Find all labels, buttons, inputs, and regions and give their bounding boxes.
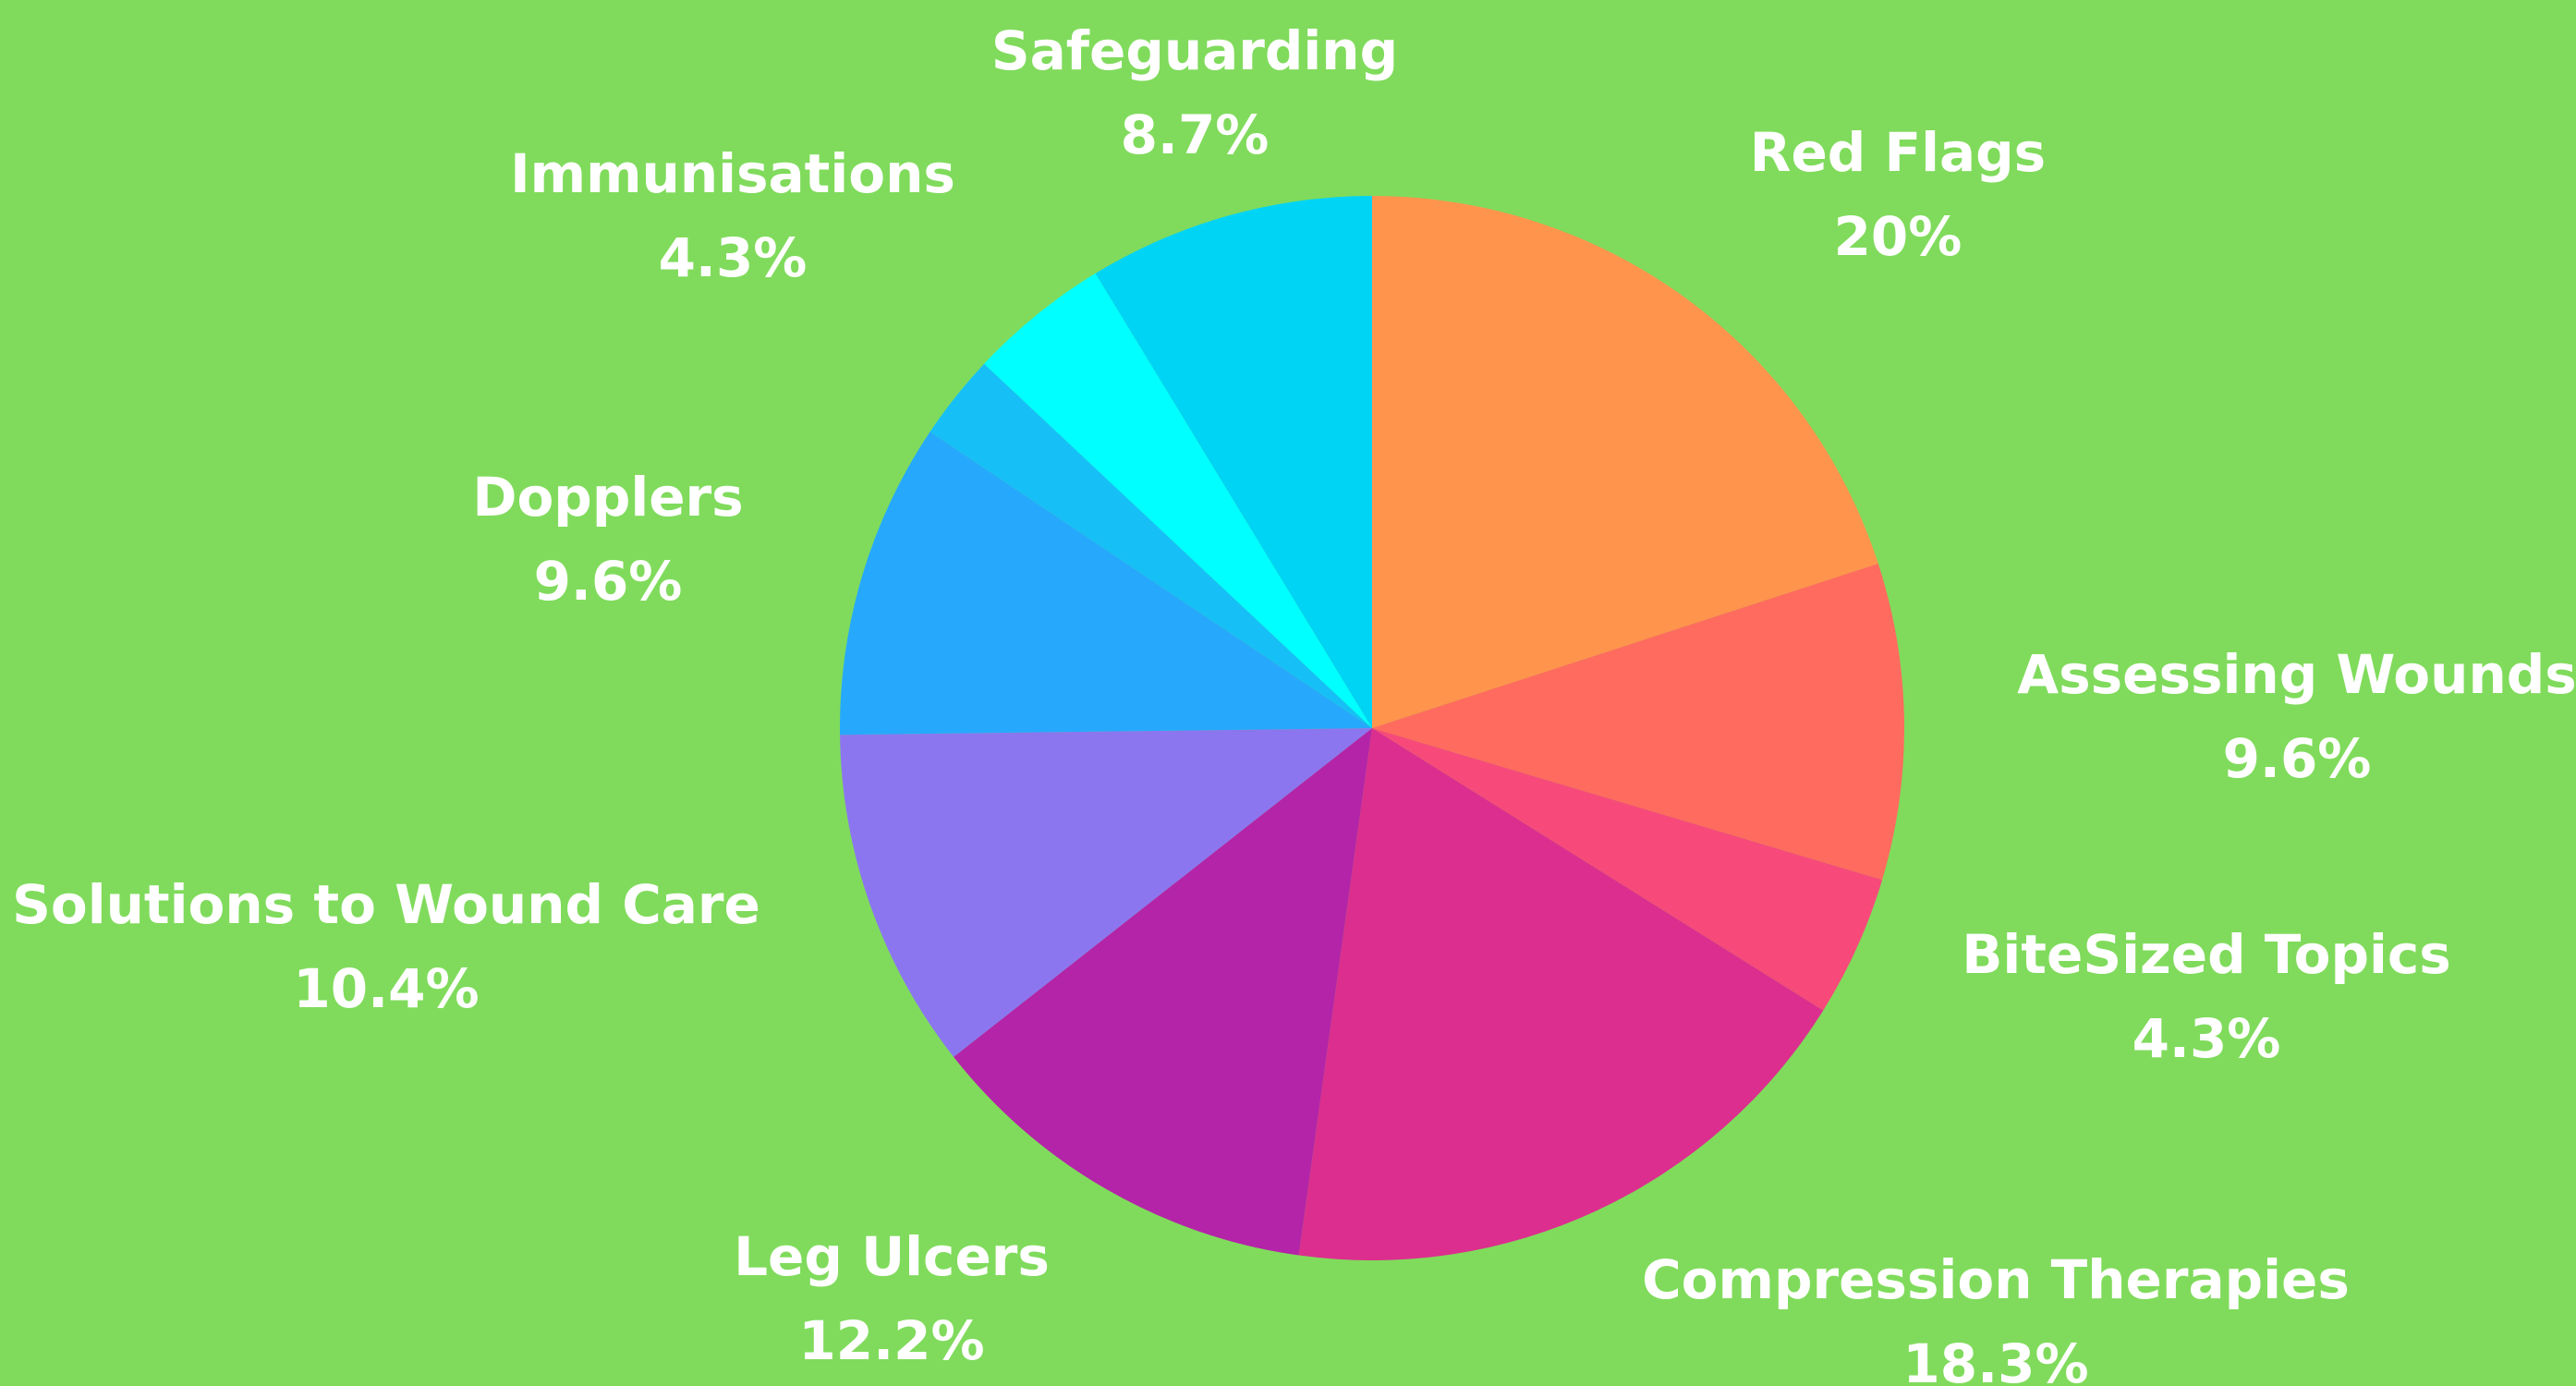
slice-value-label: 9.6%: [2223, 727, 2372, 790]
slice-label: Compression Therapies: [1642, 1248, 2350, 1311]
slice-value-label: 4.3%: [659, 226, 808, 289]
slice-label: Immunisations: [510, 142, 955, 205]
pie-slice: [984, 273, 1372, 728]
pie-slice: [1372, 196, 1878, 728]
slice-label: Leg Ulcers: [734, 1225, 1050, 1288]
slice-value-label: 18.3%: [1902, 1332, 2088, 1386]
slice-value-label: 9.6%: [534, 550, 683, 613]
slice-value-label: 8.7%: [1121, 103, 1270, 166]
slice-label: Dopplers: [472, 466, 743, 529]
pie-slice: [840, 432, 1372, 736]
slice-value-label: 12.2%: [798, 1309, 984, 1372]
slice-value-label: 10.4%: [293, 957, 479, 1020]
pie-slice: [1372, 564, 1904, 881]
pie-slice: [840, 728, 1372, 1057]
pie-slice: [1372, 728, 1883, 1011]
pie-slice: [930, 363, 1372, 728]
slice-label: BiteSized Topics: [1962, 923, 2451, 986]
slice-label: Solutions to Wound Care: [12, 873, 760, 936]
slice-label: Red Flags: [1750, 121, 2046, 184]
slice-value-label: 20%: [1834, 205, 1962, 268]
pie-slice: [954, 728, 1372, 1256]
pie-slice: [1095, 196, 1372, 728]
pie-slice: [1298, 728, 1824, 1260]
slice-value-label: 4.3%: [2132, 1007, 2281, 1070]
slice-label: Safeguarding: [991, 19, 1398, 82]
slice-label: Assessing Wounds: [2017, 643, 2576, 706]
